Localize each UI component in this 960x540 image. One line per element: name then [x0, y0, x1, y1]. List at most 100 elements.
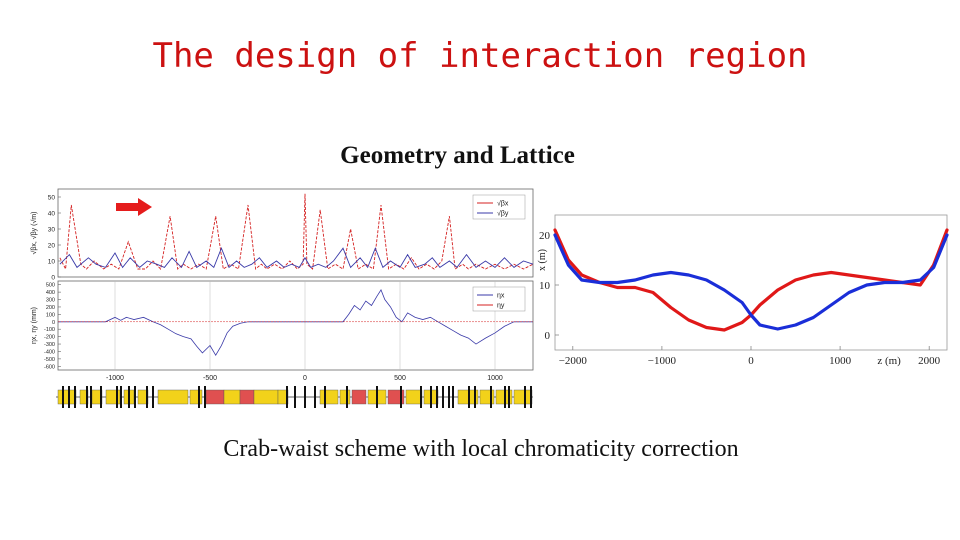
magnet-bar: [120, 386, 122, 408]
beta-ytick-label: 20: [48, 243, 56, 250]
magnet-bar: [68, 386, 70, 408]
slide-subtitle: Geometry and Lattice: [340, 142, 575, 169]
orbit-xtick-label: 2000: [918, 355, 941, 367]
magnet-bar: [400, 386, 402, 408]
magnet-block: [351, 389, 367, 405]
magnet-bar: [504, 386, 506, 408]
eta-xtick-label: 1000: [487, 375, 503, 382]
eta-ytick-label: -300: [44, 342, 55, 348]
orbit-ytick-label: 10: [539, 280, 551, 292]
orbit-xlabel: z (m): [877, 355, 901, 367]
magnet-bar: [128, 386, 130, 408]
magnet-block: [157, 389, 189, 405]
magnet-bar: [524, 386, 526, 408]
eta-ytick-label: -100: [44, 327, 55, 333]
magnet-block: [319, 389, 339, 405]
magnet-bar: [134, 386, 136, 408]
eta-ytick-label: 300: [46, 298, 55, 304]
eta-plot-frame: [57, 280, 534, 371]
slide-caption: Crab-waist scheme with local chromaticit…: [223, 436, 739, 462]
magnet-bar: [86, 386, 88, 408]
orbit-ytick-label: 20: [539, 230, 551, 242]
magnet-block: [239, 389, 255, 405]
beta-panel: 0 10 20 30 40 50 √βx, √βy (√m) √βx √βy: [30, 188, 534, 282]
slide-title: The design of interaction region: [152, 36, 808, 76]
magnet-bar: [294, 386, 296, 408]
eta-panel: -600-500-400-300-200-1000100200300400500…: [31, 280, 534, 382]
beta-legend-label: √βx: [497, 200, 509, 208]
magnet-bar: [100, 386, 102, 408]
eta-ytick-label: 400: [46, 290, 55, 296]
beta-ytick-label: 30: [48, 227, 56, 234]
magnet-bar: [146, 386, 148, 408]
magnet-bar: [436, 386, 438, 408]
eta-ytick-label: 100: [46, 312, 55, 318]
magnet-bar: [490, 386, 492, 408]
eta-legend-label: ηx: [497, 293, 505, 300]
beta-plot-frame: [57, 188, 534, 278]
magnet-bar: [452, 386, 454, 408]
eta-xtick-label: 0: [303, 375, 307, 382]
magnet-bar: [346, 386, 348, 408]
right-arrow-icon: [116, 198, 152, 216]
beta-legend: [472, 194, 526, 220]
orbit-figure: 0 10 20 −2000 −1000 0 1000 2000 x (m) z (m): [535, 210, 955, 370]
magnet-bar: [152, 386, 154, 408]
magnet-bar: [304, 386, 306, 408]
magnet-layout-row: [56, 386, 533, 408]
orbit-xtick-label: 1000: [829, 355, 852, 367]
magnet-bar: [430, 386, 432, 408]
orbit-ytick-label: 0: [545, 330, 551, 342]
eta-legend: [472, 286, 526, 312]
eta-ytick-label: -500: [44, 357, 55, 363]
magnet-bar: [286, 386, 288, 408]
magnet-block: [253, 389, 279, 405]
beta-ytick-label: 40: [48, 211, 56, 218]
magnet-bar: [324, 386, 326, 408]
magnet-bar: [204, 386, 206, 408]
magnet-bar: [530, 386, 532, 408]
magnet-bar: [74, 386, 76, 408]
magnet-bar: [468, 386, 470, 408]
beta-legend-label: √βy: [497, 210, 509, 218]
magnet-bar: [90, 386, 92, 408]
magnet-bar: [442, 386, 444, 408]
eta-ytick-label: 200: [46, 305, 55, 311]
orbit-ylabel: x (m): [537, 249, 548, 271]
magnet-bar: [508, 386, 510, 408]
eta-ytick-label: -400: [44, 349, 55, 355]
eta-series-x: [58, 289, 533, 356]
magnet-block: [405, 389, 423, 405]
orbit-xtick-label: −1000: [648, 355, 677, 367]
magnet-bar: [314, 386, 316, 408]
orbit-series-blue: [553, 233, 949, 331]
magnet-bar: [116, 386, 118, 408]
eta-xtick-label: -500: [203, 375, 217, 382]
magnet-block: [223, 389, 241, 405]
magnet-block: [57, 389, 77, 405]
eta-ytick-label: -600: [44, 364, 55, 370]
orbit-panel: 0 10 20 −2000 −1000 0 1000 2000 x (m) z (m): [537, 214, 949, 367]
beta-ytick-label: 50: [48, 195, 56, 202]
beta-series-y: [59, 246, 534, 269]
magnet-block: [513, 389, 533, 405]
eta-xtick-label: -1000: [106, 375, 124, 382]
eta-legend-label: ηy: [497, 303, 505, 310]
magnet-bar: [62, 386, 64, 408]
beta-ytick-label: 10: [48, 259, 56, 266]
magnet-bar: [376, 386, 378, 408]
orbit-xtick-label: −2000: [559, 355, 588, 367]
eta-xtick-label: 500: [394, 375, 406, 382]
eta-ytick-label: 500: [46, 283, 55, 289]
magnet-block: [339, 389, 351, 405]
beta-ytick-label: 0: [51, 275, 55, 282]
magnet-bar: [420, 386, 422, 408]
eta-ylabel: ηx, ηy (mm): [31, 307, 38, 344]
beta-ylabel: √βx, √βy (√m): [30, 212, 38, 255]
magnet-bar: [198, 386, 200, 408]
magnet-bar: [474, 386, 476, 408]
magnet-block: [205, 389, 225, 405]
magnet-bar: [448, 386, 450, 408]
eta-ytick-label: -200: [44, 335, 55, 341]
